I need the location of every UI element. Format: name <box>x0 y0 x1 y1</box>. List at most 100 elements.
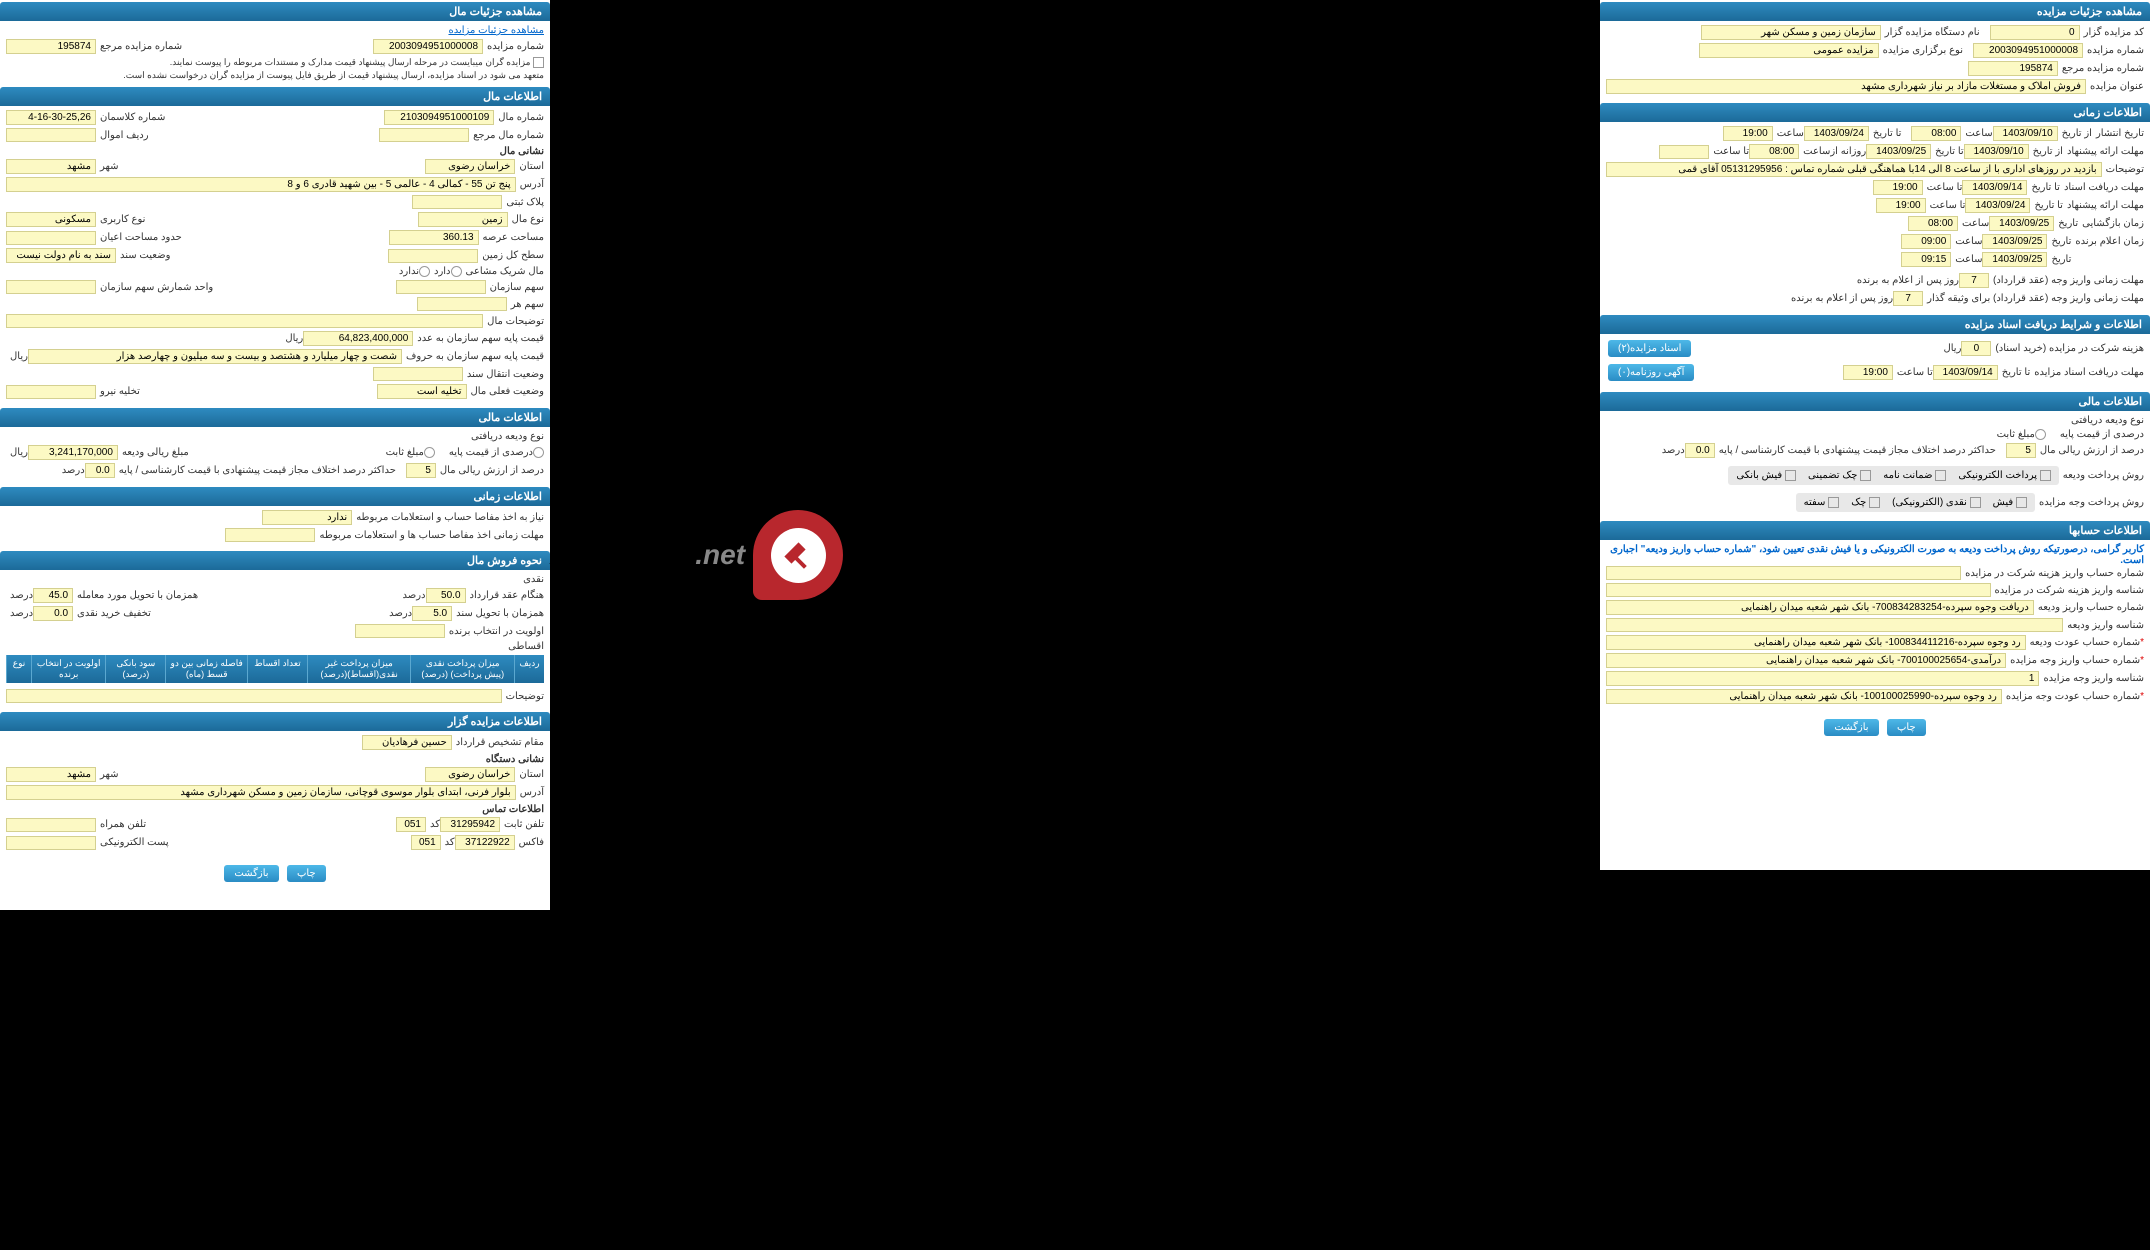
l-percent-label: درصد از ارزش ریالی مال <box>440 465 544 476</box>
offer-from: 1403/09/10 <box>1964 144 2029 159</box>
th-0: ردیف <box>514 655 544 683</box>
l-fixed-radio[interactable] <box>424 447 435 458</box>
th-4: فاصله زمانی بین دو قسط (ماه) <box>165 655 247 683</box>
installment-table-header: ردیف میزان پرداخت نقدی (پیش پرداخت) (درص… <box>6 655 544 683</box>
l-percent-base-label: درصدی از قیمت پایه <box>449 447 533 458</box>
daily-from-label: روزانه ازساعت <box>1803 146 1866 157</box>
l-max-diff: 0.0 <box>85 463 115 478</box>
doc-to2: 1403/09/14 <box>1933 365 1998 380</box>
l-print-button[interactable]: چاپ <box>287 865 326 882</box>
view-auction-link[interactable]: مشاهده جزئیات مزایده <box>448 25 544 36</box>
to-time-label4: تا ساعت <box>1897 367 1933 378</box>
doc-deadline-label: مهلت دریافت اسناد مزایده <box>2034 367 2144 378</box>
epay-label: پرداخت الکترونیکی <box>1958 470 2037 481</box>
deadline-field <box>225 528 315 542</box>
cash-checkbox[interactable] <box>2016 497 2027 508</box>
acc1-label: شماره حساب واریز هزینه شرکت در مزایده <box>1965 568 2144 579</box>
priority-label: اولویت در انتخاب برنده <box>449 626 544 637</box>
promissory-label: سفته <box>1804 497 1826 508</box>
delivery-pct-label: همزمان با تحویل مورد معامله <box>77 590 198 601</box>
address-sub-header: نشانی مال <box>6 146 544 157</box>
acc4-label: شناسه واریز ودیعه <box>2067 620 2144 631</box>
percent-label3: درصد <box>402 590 425 601</box>
fixed-radio[interactable] <box>2035 429 2046 440</box>
cost-label: هزینه شرکت در مزایده (خرید اسناد) <box>1995 343 2144 354</box>
guarantee-deposit-label: مهلت زمانی واریز وجه (عقد قرارداد) برای … <box>1927 293 2144 304</box>
deposit-methods: پرداخت الکترونیکی ضمانت نامه چک تضمینی ف… <box>1728 466 2058 485</box>
doc-receive-label: مهلت دریافت اسناد <box>2064 182 2144 193</box>
fax: 37122922 <box>455 835 515 850</box>
offer-daily: 08:00 <box>1749 144 1799 159</box>
percent-label4: درصد <box>10 590 33 601</box>
notes-label: توضیحات <box>2106 164 2144 175</box>
acc6-field: درآمدی-700100025654- بانک شهر شعبه میدان… <box>1606 653 2006 668</box>
section-financial-header: اطلاعات مالی <box>1600 392 2150 411</box>
building-area-label: حدود مساحت اعیان <box>100 232 182 243</box>
acc5-label: شماره حساب عودت ودیعه <box>2030 637 2140 648</box>
contract-deposit-label: مهلت زمانی واریز وجه (عقد قرارداد) <box>1993 275 2144 286</box>
l-percent-radio[interactable] <box>533 447 544 458</box>
right-buttons: چاپ بازگشت <box>1600 711 2150 744</box>
rial-label3: ریال <box>10 351 28 362</box>
area-label: مساحت عرصه <box>483 232 544 243</box>
base-price-num: 64,823,400,000 <box>303 331 413 346</box>
mal-ref <box>379 128 469 142</box>
section-doc-conditions-header: اطلاعات و شرایط دریافت اسناد مزایده <box>1600 315 2150 334</box>
check-checkbox[interactable] <box>1869 497 1880 508</box>
org-city: مشهد <box>6 767 96 782</box>
org-name-label: نام دستگاه مزایده گزار <box>1885 27 1980 38</box>
l-ref-num: 195874 <box>6 39 96 54</box>
org-name-field: سازمان زمین و مسکن شهر <box>1701 25 1881 40</box>
back-button[interactable]: بازگشت <box>1824 719 1878 736</box>
offer-to-time <box>1659 145 1709 159</box>
l-back-button[interactable]: بازگشت <box>224 865 278 882</box>
l-auction-num-label: شماره مزایده <box>487 41 544 52</box>
shared-yes-radio[interactable] <box>451 266 462 277</box>
announce-time: 09:00 <box>1901 234 1951 249</box>
guarantee-days: 7 <box>1893 291 1923 306</box>
announce-label: زمان اعلام برنده <box>2075 236 2144 247</box>
final-date: 1403/09/25 <box>1982 252 2047 267</box>
auction-code-field: 0 <box>1990 25 2080 40</box>
mal-notes <box>6 314 483 328</box>
shared-label: مال شریک مشاعی <box>466 266 544 277</box>
auction-code-label: کد مزایده گزار <box>2084 27 2144 38</box>
sale-notes <box>6 689 502 703</box>
print-button[interactable]: چاپ <box>1887 719 1926 736</box>
percent-value: 5 <box>2006 443 2036 458</box>
note2: متعهد می شود در اسناد مزایده، ارسال پیشن… <box>6 70 544 81</box>
from-date-label2: از تاریخ <box>2033 146 2063 157</box>
guarantee-letter-checkbox[interactable] <box>1935 470 1946 481</box>
to-time-label3: تا ساعت <box>1930 200 1966 211</box>
org-address-sub: نشانی دستگاه <box>6 754 544 765</box>
publish-time: 08:00 <box>1911 126 1961 141</box>
section-l-financial-header: اطلاعات مالی <box>0 408 550 427</box>
deposit-method-label: روش پرداخت ودیعه <box>2063 470 2144 481</box>
acc5-field: رد وجوه سپرده-100834411216- بانک شهر شعب… <box>1606 635 2026 650</box>
deed-pct-label: همزمان با تحویل سند <box>456 608 544 619</box>
email <box>6 836 96 850</box>
electronic-checkbox[interactable] <box>1970 497 1981 508</box>
bank-slip-checkbox[interactable] <box>1785 470 1796 481</box>
base-price-text: شصت و چهار میلیارد و هشتصد و بیست و سه م… <box>28 349 402 364</box>
floor-field <box>388 249 478 263</box>
shared-no-radio[interactable] <box>419 266 430 277</box>
acc3-field: دریافت وجوه سپرده-700834283254- بانک شهر… <box>1606 600 2034 615</box>
newspaper-button[interactable]: آگهی روزنامه(۰) <box>1608 364 1694 381</box>
time-label5: ساعت <box>1955 254 1982 265</box>
authority-label: مقام تشخیص قرارداد <box>456 737 544 748</box>
cash-discount: 0.0 <box>33 606 73 621</box>
check-label: چک <box>1851 497 1866 508</box>
promissory-checkbox[interactable] <box>1828 497 1839 508</box>
current-label: وضعیت فعلی مال <box>471 386 544 397</box>
time-label2: ساعت <box>1777 128 1804 139</box>
deed-pct: 5.0 <box>412 606 452 621</box>
l-percent-label2: درصد <box>62 465 85 476</box>
epay-checkbox[interactable] <box>2040 470 2051 481</box>
guarantee-check-checkbox[interactable] <box>1860 470 1871 481</box>
auction-num-field: 2003094951000008 <box>1973 43 2083 58</box>
org-province: خراسان رضوی <box>425 767 515 782</box>
th-1: میزان پرداخت نقدی (پیش پرداخت) (درصد) <box>410 655 514 683</box>
docs-button[interactable]: اسناد مزایده(۲) <box>1608 340 1691 357</box>
total-share-label: سهم هر <box>511 299 544 310</box>
